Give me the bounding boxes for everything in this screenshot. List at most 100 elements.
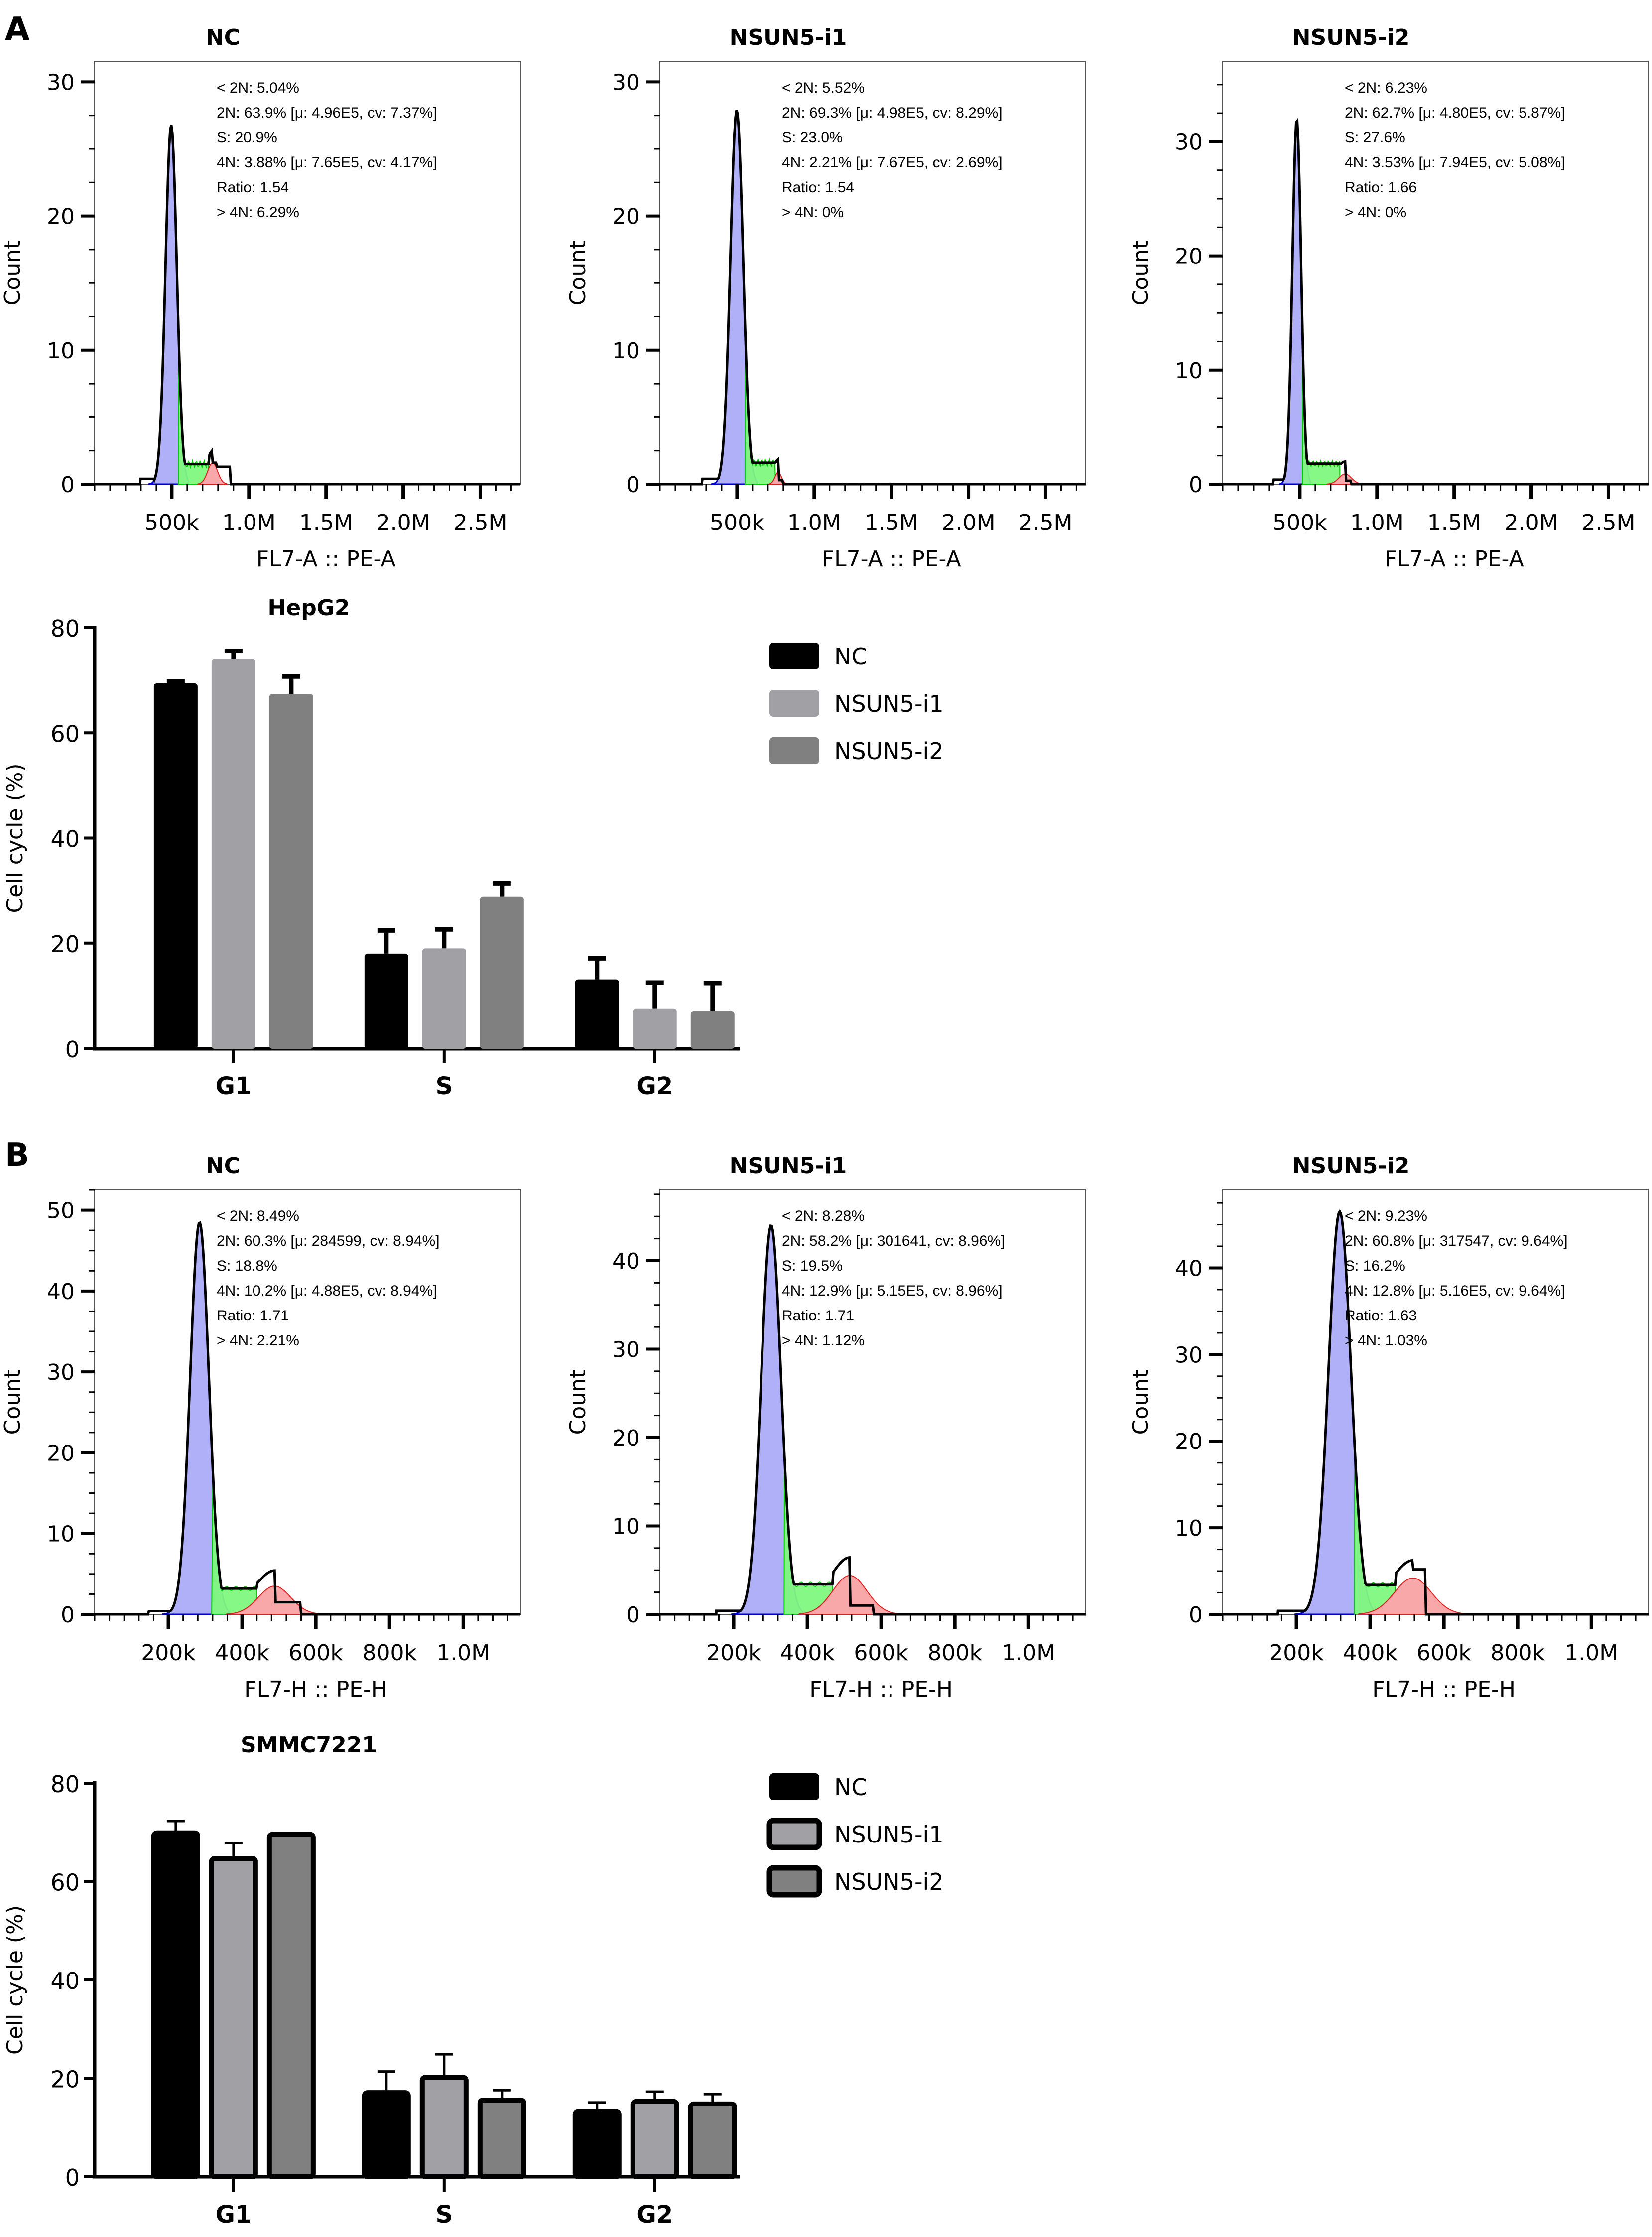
y-tick-label: 0 <box>1189 1602 1203 1628</box>
y-axis-label: Cell cycle (%) <box>2 1905 28 2055</box>
stat-line: < 2N: 5.04% <box>217 80 299 96</box>
y-axis-label: Count <box>0 241 25 306</box>
histogram-a-nsun5-i1: NSUN5-i1 0 10 20 30 500k 1.0M 1.5M 2.0M 2.5M FL7-A… <box>565 25 1086 572</box>
histogram-a-nsun5-i2: NSUN5-i2 0 10 20 30 500k 1.0M 1.5M 2.0M 2.5M FL7-A… <box>1128 25 1649 572</box>
chart-title: NSUN5-i1 <box>730 25 847 50</box>
histogram-outline <box>1223 1209 1649 1616</box>
stat-line: < 2N: 8.28% <box>782 1208 865 1224</box>
y-tick-label: 20 <box>612 1426 640 1451</box>
stat-line: S: 20.9% <box>217 130 277 146</box>
legend-swatch-nsun5-i1 <box>766 1818 822 1850</box>
chart-title: NSUN5-i2 <box>1292 25 1410 50</box>
x-tick-label: 1.0M <box>787 510 841 535</box>
bar-nsun5-i2-s <box>480 896 524 1049</box>
x-tick-label: 800k <box>927 1640 982 1666</box>
y-tick-label: 40 <box>1175 1256 1203 1281</box>
x-axis-label: FL7-H :: PE-H <box>244 1677 387 1702</box>
x-tick-label: 400k <box>215 1640 269 1666</box>
x-tick-label: 600k <box>288 1640 343 1666</box>
legend-label: NSUN5-i1 <box>834 1821 944 1848</box>
chart-title: SMMC7221 <box>241 1732 377 1758</box>
x-axis-label: FL7-A :: PE-A <box>256 546 396 572</box>
chart-title: NSUN5-i1 <box>730 1153 847 1179</box>
bar-nc-s <box>362 2090 411 2180</box>
stat-line: S: 18.8% <box>217 1258 277 1274</box>
x-tick-label: 500k <box>1272 510 1327 535</box>
y-tick-label: 0 <box>61 1602 75 1628</box>
stat-line: Ratio: 1.54 <box>782 179 854 196</box>
x-tick-label: 2.5M <box>1018 510 1072 535</box>
stat-line: 2N: 60.8% [μ: 317547, cv: 9.64%] <box>1345 1233 1568 1249</box>
bar-nsun5-i2-g1 <box>269 694 313 1049</box>
x-tick-label: 400k <box>1343 1640 1398 1666</box>
bar-nsun5-i1-g1 <box>209 1856 258 2179</box>
x-tick-label: 2.5M <box>1581 510 1635 535</box>
stat-line: > 4N: 1.12% <box>782 1332 865 1349</box>
x-tick-label: 2.5M <box>453 510 507 535</box>
x-tick-label: 800k <box>1490 1640 1545 1666</box>
y-tick-label: 40 <box>612 1249 640 1274</box>
stat-line: 2N: 63.9% [μ: 4.96E5, cv: 7.37%] <box>217 105 437 121</box>
y-tick-label: 20 <box>47 204 75 230</box>
stat-line: 4N: 3.53% [μ: 7.94E5, cv: 5.08%] <box>1345 154 1565 171</box>
stat-line: < 2N: 8.49% <box>217 1208 299 1224</box>
y-tick-label: 20 <box>50 2066 80 2093</box>
stat-line: S: 27.6% <box>1345 130 1405 146</box>
y-tick-label: 10 <box>47 1522 75 1547</box>
y-tick-label: 0 <box>61 472 75 498</box>
histogram-b-nc: NC 0 10 20 30 40 50 200k 400k 600k 800k 1.0M FL7-H :… <box>0 1153 521 1702</box>
y-tick-label: 50 <box>47 1198 75 1224</box>
stat-line: > 4N: 0% <box>1345 204 1406 221</box>
legend-label: NC <box>834 1774 868 1801</box>
histogram-outline <box>660 1224 1086 1616</box>
y-tick-label: 20 <box>612 204 640 230</box>
x-tick-label: 1.0M <box>436 1640 490 1666</box>
stat-line: < 2N: 5.52% <box>782 80 865 96</box>
x-category-label: G2 <box>636 2201 673 2229</box>
chart-title: HepG2 <box>268 595 350 621</box>
y-tick-label: 20 <box>50 931 80 958</box>
legend-swatch-nc <box>769 643 819 669</box>
bar-nc-g2 <box>572 2109 622 2179</box>
panel-letter-a: A <box>5 11 30 48</box>
stat-line: 4N: 12.8% [μ: 5.16E5, cv: 9.64%] <box>1345 1283 1565 1299</box>
y-tick-label: 0 <box>65 1036 80 1063</box>
stat-line: > 4N: 2.21% <box>217 1332 299 1349</box>
y-axis-label: Cell cycle (%) <box>2 763 28 913</box>
x-tick-label: 600k <box>854 1640 908 1666</box>
x-tick-label: 1.0M <box>222 510 276 535</box>
y-tick-label: 30 <box>612 1337 640 1363</box>
x-category-label: S <box>436 1072 453 1100</box>
plot-frame <box>659 1189 1086 1615</box>
x-category-label: S <box>436 2201 453 2229</box>
stat-line: Ratio: 1.54 <box>217 179 289 196</box>
legend-label: NSUN5-i1 <box>834 690 944 717</box>
y-axis-label: Count <box>565 1370 591 1435</box>
stat-line: 2N: 60.3% [μ: 284599, cv: 8.94%] <box>217 1233 440 1249</box>
y-tick-label: 40 <box>50 1968 80 1994</box>
x-axis-label: FL7-A :: PE-A <box>1385 546 1524 572</box>
stat-line: Ratio: 1.63 <box>1345 1308 1417 1324</box>
histogram-outline <box>95 1221 520 1616</box>
bar-nsun5-i1-s <box>422 948 466 1049</box>
bar-nsun5-i1-s <box>419 2075 469 2179</box>
y-tick-label: 20 <box>1175 1429 1203 1454</box>
stat-line: 4N: 3.88% [μ: 7.65E5, cv: 4.17%] <box>217 154 437 171</box>
legend-label: NSUN5-i2 <box>834 738 944 765</box>
bar-nc-s <box>364 953 408 1049</box>
y-axis-label: Count <box>1128 1370 1153 1435</box>
y-tick-label: 30 <box>47 1360 75 1385</box>
y-tick-label: 80 <box>50 615 80 642</box>
bar-nc-g1 <box>151 1830 200 2180</box>
x-tick-label: 500k <box>144 510 199 535</box>
legend-swatch-nsun5-i2 <box>769 737 819 764</box>
x-tick-label: 400k <box>780 1640 835 1666</box>
x-tick-label: 200k <box>706 1640 761 1666</box>
bar-nsun5-i2-g2 <box>690 1011 735 1049</box>
x-tick-label: 1.5M <box>1427 510 1481 535</box>
bar-nsun5-i1-g2 <box>630 2099 679 2180</box>
chart-title: NC <box>206 25 240 50</box>
stat-line: > 4N: 6.29% <box>217 204 299 221</box>
legend-swatch-nsun5-i1 <box>769 690 819 717</box>
